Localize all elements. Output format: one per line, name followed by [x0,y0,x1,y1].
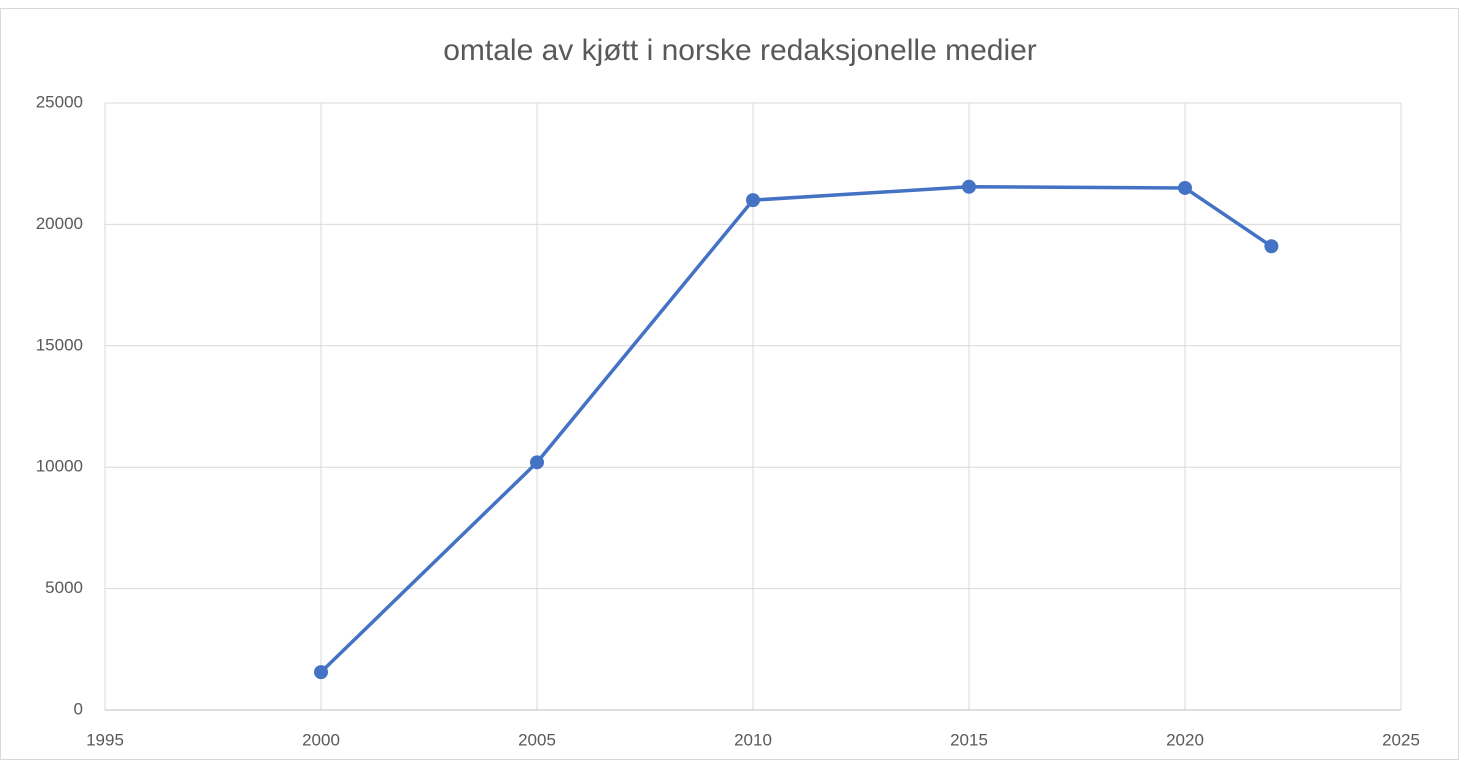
x-tick-label: 2005 [518,730,556,749]
marker [314,665,328,680]
chart-border [0,8,1459,760]
y-tick-label: 10000 [36,457,83,476]
marker [746,193,760,208]
y-tick-label: 5000 [45,578,83,597]
y-tick-label: 0 [74,699,83,718]
y-tick-label: 15000 [36,335,83,354]
marker [1178,180,1192,195]
x-tick-label: 2000 [302,730,340,749]
y-tick-label: 25000 [36,92,83,111]
y-tick-label: 20000 [36,214,83,233]
x-tick-label: 1995 [86,730,124,749]
chart-title: omtale av kjøtt i norske redaksjonelle m… [443,34,1037,67]
marker [962,179,976,194]
line [319,185,1273,674]
x-tick-label: 2020 [1166,730,1204,749]
x-tick-label: 2025 [1382,730,1420,749]
marker [530,455,544,470]
x-tick-label: 2015 [950,730,988,749]
marker [1264,239,1279,254]
x-tick-label: 2010 [734,730,772,749]
